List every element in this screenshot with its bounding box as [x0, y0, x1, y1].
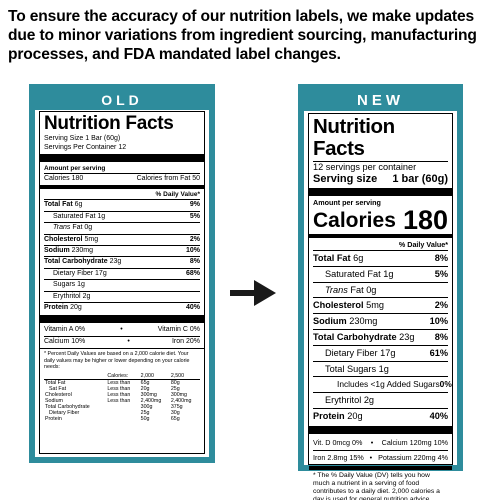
table-row: Includes <1g Added Sugars 0% — [313, 376, 452, 392]
table-row: Total Fat Less than 65g 80g — [45, 380, 180, 387]
table-row: Erythritol 2g — [44, 290, 200, 302]
new-serving-size-row: Serving size 1 bar (60g) — [313, 173, 448, 185]
new-calories-row: Calories 180 — [313, 205, 448, 235]
new-footnote: * The % Daily Value (DV) tells you how m… — [313, 471, 440, 500]
table-row: Calories: 2,000 2,500 — [44, 373, 200, 380]
table-row: Total Carbohydrate 23g 8% — [44, 256, 200, 267]
old-minerals-row: Calcium 10% • Iron 20% — [44, 335, 200, 347]
old-title: Nutrition Facts — [44, 113, 174, 134]
table-row: Sodium 230mg 10% — [44, 245, 200, 256]
table-row: Trans Fat 0g — [44, 222, 200, 233]
table-row: Total Sugars 1g — [313, 360, 448, 377]
new-nutrition-label: Nutrition Facts 12 servings per containe… — [308, 113, 453, 500]
table-row: Dietary Fiber 17g 61% — [313, 344, 448, 361]
table-row: Saturated Fat 1g 5% — [313, 265, 448, 282]
table-row: Cholesterol 5mg 2% — [44, 233, 200, 245]
new-amount-per-serving: Amount per serving — [313, 198, 381, 207]
table-row: Trans Fat 0g — [313, 281, 448, 298]
intro-text: To ensure the accuracy of our nutrition … — [8, 8, 477, 63]
table-row: Protein 20g 40% — [313, 407, 448, 424]
table-row: Cholesterol Less than 300mg 300mg — [45, 392, 188, 399]
old-vitamins-row: Vitamin A 0% • Vitamin C 0% — [44, 326, 200, 334]
new-minerals-row: Iron 2.8mg 15% • Potassium 220mg 4% — [313, 449, 448, 465]
old-amount-per-serving: Amount per serving — [44, 165, 106, 172]
table-row: Total Fat 6g 9% — [44, 199, 200, 210]
table-row: Sugars 1g — [44, 279, 200, 290]
new-title: Nutrition Facts — [313, 115, 395, 160]
new-daily-value-header: % Daily Value* — [398, 240, 448, 249]
table-row: Total Carbohydrate 23g 8% — [313, 328, 448, 345]
old-calories-row: Calories 180 Calories from Fat 50 — [44, 173, 200, 184]
table-row: Total Fat 6g 8% — [313, 250, 448, 266]
table-row: Dietary Fiber 25g 30g — [49, 410, 180, 417]
table-row: Sat Fat Less than 20g 25g — [49, 386, 180, 393]
old-calories: Calories 180 — [44, 175, 84, 182]
table-row: Sodium Less than 2,400mg 2,400mg — [45, 398, 192, 405]
table-row: Dietary Fiber 17g 68% — [44, 267, 200, 279]
old-serving-size: Serving Size 1 Bar (60g) — [44, 135, 121, 142]
old-daily-values-table: Calories: 2,000 2,500 Total Fat Less than 65… — [44, 373, 200, 422]
old-servings-per-container: Servings Per Container 12 — [44, 144, 127, 151]
old-calories-from-fat: Calories from Fat 50 — [136, 175, 200, 182]
old-daily-value-header: % Daily Value* — [155, 191, 200, 199]
old-label-header: OLD — [35, 90, 209, 110]
new-servings-per-container: 12 servings per container — [313, 161, 448, 173]
new-label-panel: NEW Nutrition Facts 12 servings per cont… — [298, 84, 463, 500]
old-nutrition-label: Nutrition Facts Serving Size 1 Bar (60g)… — [39, 111, 205, 454]
table-row: Total Carbohydrate 300g 375g — [45, 404, 183, 411]
table-row: Saturated Fat 1g 5% — [44, 210, 200, 222]
right-arrow-icon — [230, 278, 276, 313]
table-row: Protein 50g 65g — [45, 416, 180, 423]
new-vitamins-row: Vit. D 0mcg 0% • Calcium 120mg 10% — [313, 437, 448, 447]
table-row: Cholesterol 5mg 2% — [313, 297, 448, 313]
table-row: Erythritol 2g — [313, 392, 448, 408]
new-label-header: NEW — [304, 90, 457, 111]
old-label-panel: OLD Nutrition Facts Serving Size 1 Bar (… — [29, 84, 215, 463]
table-row: Sodium 230mg 10% — [313, 313, 448, 329]
table-row: Protein 20g 40% — [44, 302, 200, 313]
old-footnote: * Percent Daily Values are based on a 2,… — [44, 351, 190, 370]
